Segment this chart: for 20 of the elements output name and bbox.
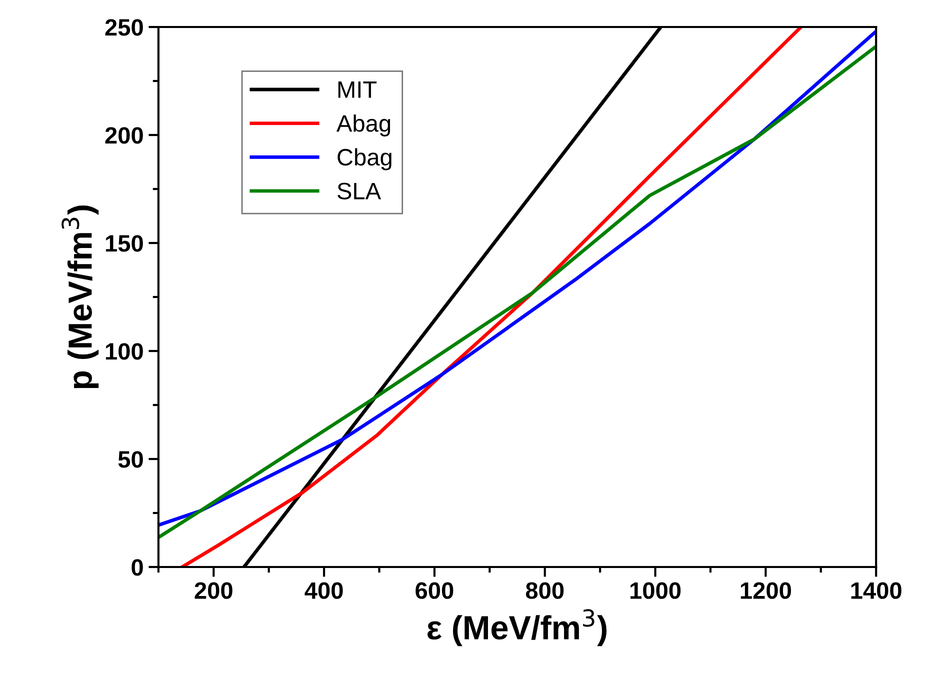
y-tick-label: 250 [105, 19, 143, 36]
y-tick-label: 50 [118, 451, 143, 468]
x-tick-label: 1400 [851, 582, 902, 599]
x-tick-label: 1200 [740, 582, 791, 599]
x-tick-label: 800 [526, 582, 564, 599]
legend-label: Cbag [338, 148, 392, 170]
x-axis-title: ε (MeV/fm$^{3}$) [428, 609, 606, 646]
legend-label: MIT [338, 82, 377, 98]
x-tick-label: 1000 [630, 582, 681, 599]
x-tick-label: 600 [416, 582, 454, 599]
x-tick-label: 400 [304, 582, 343, 599]
y-tick-label: 100 [106, 343, 143, 360]
y-tick-label: 150 [106, 235, 143, 252]
y-tick-label: 0 [132, 559, 143, 576]
y-tick-label: 200 [105, 127, 143, 144]
legend-label: Abag [336, 114, 390, 136]
x-tick-label: 200 [194, 582, 232, 599]
y-axis-title: p (MeV/fm$^{3}$) [62, 206, 99, 388]
legend-label: SLA [338, 182, 382, 200]
line-series [180, 27, 803, 567]
